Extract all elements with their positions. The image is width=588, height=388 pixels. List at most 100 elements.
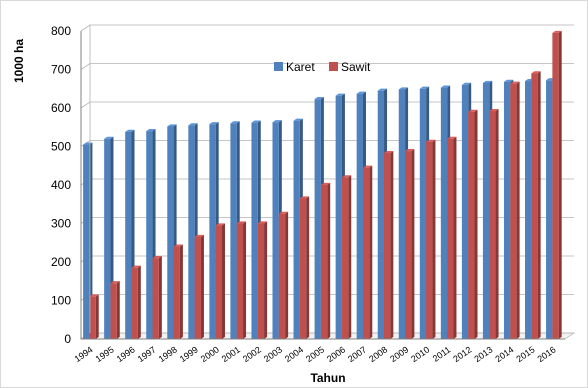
bar-side xyxy=(158,256,162,339)
bar-side xyxy=(453,136,457,339)
bar-top xyxy=(188,123,198,126)
bar-sawit-2009 xyxy=(405,149,415,339)
bar-sawit-2005 xyxy=(320,182,331,339)
bar-sawit-1999 xyxy=(194,234,204,339)
legend-label-karet: Karet xyxy=(286,60,315,74)
bar-sawit-1995 xyxy=(110,281,120,339)
bar-sawit-2002 xyxy=(257,221,268,339)
bar-front xyxy=(110,283,117,339)
bar-front xyxy=(546,80,553,339)
bar-sawit-2014 xyxy=(510,81,520,340)
bar-front xyxy=(461,84,469,340)
bar-top xyxy=(552,30,562,33)
bar-front xyxy=(489,111,496,339)
bar-front xyxy=(278,213,286,339)
bar-front xyxy=(272,122,279,340)
x-tick-label: 2001 xyxy=(220,344,242,364)
bar-front xyxy=(251,122,258,339)
bar-top xyxy=(173,244,183,247)
bar-front xyxy=(362,167,370,339)
bar-front xyxy=(314,99,321,340)
y-tick-label: 800 xyxy=(51,24,71,38)
bar-sawit-2004 xyxy=(299,196,310,339)
bar-front xyxy=(468,111,475,339)
bar-front xyxy=(335,95,342,340)
bar-top xyxy=(398,87,409,90)
x-tick-label: 1998 xyxy=(157,344,179,364)
bar-top xyxy=(447,136,457,139)
bar-top xyxy=(419,86,430,89)
legend-label-sawit: Sawit xyxy=(341,60,371,74)
bar-front xyxy=(384,153,391,339)
x-tick-label: 1999 xyxy=(178,344,200,364)
bar-sawit-1996 xyxy=(131,265,141,339)
bar-top xyxy=(405,149,415,152)
bar-top xyxy=(293,118,303,121)
bar-front xyxy=(188,125,195,339)
bar-front xyxy=(503,81,511,339)
x-tick-label: 2012 xyxy=(451,344,473,364)
bar-sawit-2001 xyxy=(236,221,247,339)
bar-top xyxy=(384,150,394,154)
bar-front xyxy=(236,223,244,339)
bar-front xyxy=(215,225,222,339)
y-tick-label: 300 xyxy=(51,217,71,231)
bar-top xyxy=(531,71,541,74)
bar-side xyxy=(306,196,310,339)
bar-front xyxy=(440,87,448,339)
x-tick-label: 1996 xyxy=(115,344,137,364)
y-axis-title: 1000 ha xyxy=(12,39,26,83)
bar-top xyxy=(440,85,451,88)
x-tick-label: 2006 xyxy=(325,344,347,364)
bar-front xyxy=(257,223,265,339)
bar-side xyxy=(116,281,120,339)
bar-top xyxy=(125,129,135,132)
bar-front xyxy=(173,246,180,339)
bar-top xyxy=(215,223,225,226)
legend-swatch-sawit xyxy=(329,62,338,71)
bar-front xyxy=(356,93,363,339)
bar-side xyxy=(474,109,478,339)
x-tick-label: 2000 xyxy=(199,344,221,364)
bar-sawit-1998 xyxy=(173,244,183,339)
bar-top xyxy=(461,82,472,85)
bar-top xyxy=(131,265,141,268)
bars xyxy=(83,30,562,340)
bar-front xyxy=(377,90,385,339)
bar-front xyxy=(405,151,412,339)
bar-front xyxy=(299,198,307,339)
bar-front xyxy=(167,126,174,339)
bar-front xyxy=(510,83,517,340)
bar-side xyxy=(264,221,268,339)
x-tick-label: 2014 xyxy=(493,344,515,364)
bar-side xyxy=(243,221,247,339)
y-tick-label: 200 xyxy=(51,255,71,269)
bar-top xyxy=(257,221,268,224)
bar-sawit-2013 xyxy=(489,108,499,339)
bar-front xyxy=(152,258,159,339)
bar-top xyxy=(362,165,373,168)
bar-front xyxy=(447,138,454,339)
bar-front xyxy=(104,138,111,339)
bar-side xyxy=(390,150,394,339)
bar-sawit-2008 xyxy=(384,150,394,339)
x-tick-label: 2011 xyxy=(431,344,453,363)
bar-side xyxy=(495,108,499,339)
y-tick-labels: 0 100 200 300 400 500 600 700 800 xyxy=(51,24,71,346)
x-tick-label: 1995 xyxy=(94,344,116,364)
bar-top xyxy=(314,97,324,100)
bar-sawit-2000 xyxy=(215,223,225,339)
bar-top xyxy=(468,109,478,112)
bar-front xyxy=(209,124,216,339)
bar-top xyxy=(251,120,261,123)
bar-side xyxy=(516,81,520,340)
bar-sawit-2011 xyxy=(447,136,457,339)
bar-side xyxy=(285,211,289,339)
bar-side xyxy=(432,139,436,339)
x-tick-label: 2010 xyxy=(409,344,431,364)
x-axis-title: Tahun xyxy=(310,371,345,385)
bar-top xyxy=(299,196,310,199)
bar-top xyxy=(503,79,514,82)
